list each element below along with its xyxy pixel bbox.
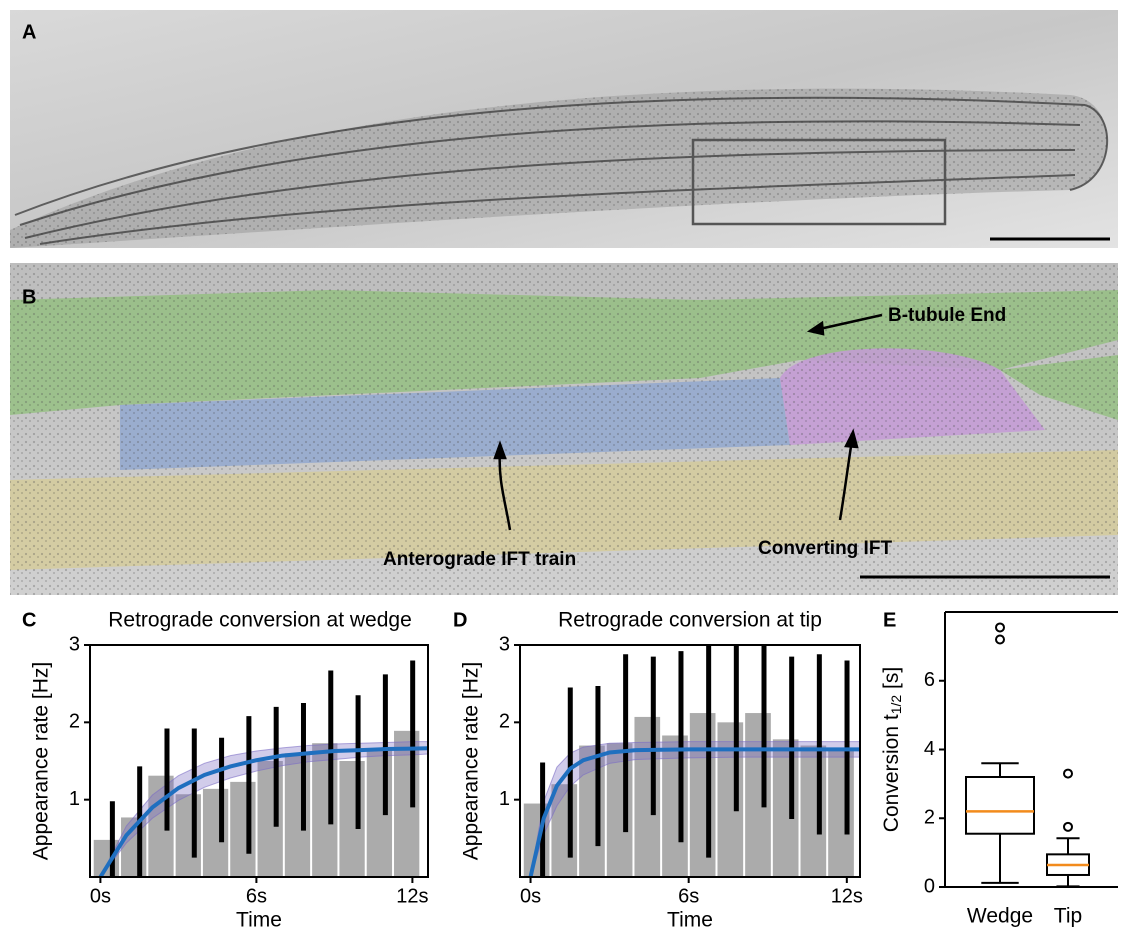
annotation: Converting IFT — [758, 538, 892, 559]
panel-b: B B-tubule End Anterograde IFT train Con… — [10, 263, 1118, 595]
x-tick-label: 6s — [246, 885, 267, 907]
microtubules — [14, 96, 1109, 245]
y-tick-label: 2 — [499, 711, 510, 733]
bar — [284, 753, 311, 877]
outlier — [995, 634, 1005, 645]
fit-line — [528, 747, 860, 877]
bar — [551, 784, 578, 877]
bar — [772, 739, 799, 877]
bar — [230, 781, 256, 877]
zoom-box — [691, 138, 947, 226]
chart-title: Retrograde conversion at wedge — [108, 609, 412, 632]
panel-label: E — [883, 609, 896, 631]
y-tick-label: 6 — [924, 669, 935, 691]
plot-area — [523, 645, 860, 877]
plot-area — [93, 660, 428, 877]
bar — [606, 743, 633, 877]
fit-band — [99, 741, 428, 877]
panel-label: C — [22, 609, 36, 631]
panel-label: D — [453, 609, 467, 631]
bar — [828, 747, 854, 877]
arrows — [493, 313, 883, 531]
cilium-texture — [10, 88, 1108, 248]
y-tick-label: 0 — [924, 875, 935, 897]
bar — [339, 761, 365, 877]
x-tick-label: 12s — [396, 885, 428, 907]
outlier — [995, 622, 1005, 633]
bar — [689, 713, 716, 877]
x-tick-label: 12s — [831, 885, 863, 907]
bar — [634, 716, 661, 877]
bar — [745, 713, 771, 877]
texture — [10, 263, 1118, 595]
y-axis-label: Appearance rate [Hz] — [460, 662, 483, 860]
y-axis-label-part: [s] — [880, 667, 903, 695]
y-axis-label: Conversion t1/2 [s] — [880, 667, 904, 832]
x-axis-label: Time — [667, 909, 713, 932]
y-tick-label: 2 — [69, 711, 80, 733]
x-axis-label: Time — [236, 909, 282, 932]
bar — [257, 761, 283, 877]
x-tick-label: 0s — [520, 885, 541, 907]
bar — [175, 794, 201, 877]
y-tick-label: 2 — [924, 807, 935, 829]
x-tick-label: Tip — [1054, 905, 1082, 928]
y-tick-label: 3 — [69, 633, 80, 655]
bar — [202, 788, 229, 877]
y-axis-label-sub: 1/2 — [888, 695, 904, 715]
annotation: B-tubule End — [888, 305, 1006, 326]
y-tick-label: 1 — [69, 788, 80, 810]
x-tick-label: 6s — [678, 885, 699, 907]
chart-title: Retrograde conversion at tip — [558, 609, 822, 632]
fit-band — [530, 741, 860, 877]
y-tick-label: 3 — [499, 633, 510, 655]
panel-label: A — [22, 21, 36, 43]
bar — [366, 748, 393, 877]
x-tick-label: 0s — [90, 885, 111, 907]
bar — [312, 743, 338, 877]
outlier — [1063, 768, 1073, 779]
y-tick-label: 4 — [924, 738, 935, 760]
axes-frame — [519, 644, 861, 878]
outlier — [1063, 821, 1073, 832]
bar — [662, 735, 688, 877]
bar — [93, 839, 120, 877]
bar — [800, 745, 827, 877]
annotation: Anterograde IFT train — [383, 549, 576, 570]
y-axis-label-part: Conversion t — [880, 714, 903, 832]
axes-frame — [944, 611, 1118, 888]
panel-a: A — [10, 10, 1118, 248]
y-axis-label: Appearance rate [Hz] — [30, 662, 53, 860]
y-tick-label: 1 — [499, 788, 510, 810]
fit-line — [98, 746, 428, 877]
x-tick-label: Wedge — [967, 905, 1033, 928]
axes-frame — [89, 644, 429, 878]
panel-label: B — [22, 286, 36, 308]
box — [965, 776, 1035, 835]
